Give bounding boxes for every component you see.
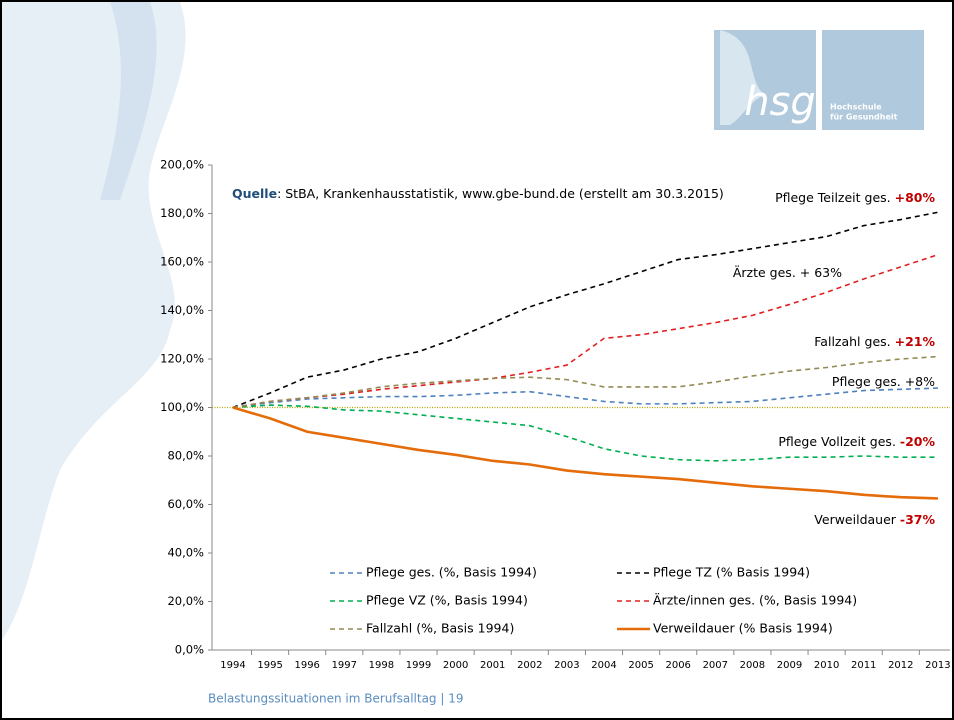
logo-line: für Gesundheit xyxy=(830,113,898,122)
x-tick-label: 2011 xyxy=(851,660,876,671)
annotation-text: Pflege ges. +8% xyxy=(832,374,935,389)
logo-line: Hochschule xyxy=(830,103,882,112)
y-tick-label: 0,0% xyxy=(175,643,204,657)
y-tick-label: 20,0% xyxy=(167,594,204,608)
source-label: Quelle xyxy=(232,186,277,201)
annotation-text: Pflege Vollzeit ges. xyxy=(778,434,900,449)
y-tick-label: 160,0% xyxy=(160,255,204,269)
x-tick-label: 2002 xyxy=(517,660,542,671)
legend-label: Pflege ges. (%, Basis 1994) xyxy=(366,565,537,580)
annotation-text: Ärzte ges. + 63% xyxy=(733,265,842,280)
x-tick-label: 2000 xyxy=(443,660,468,671)
y-tick-label: 120,0% xyxy=(160,352,204,366)
slide: hsg Hochschule für Gesundheit Belastungs… xyxy=(0,0,954,720)
legend-label: Pflege TZ (% Basis 1994) xyxy=(653,565,810,580)
annotation-highlight: +21% xyxy=(895,334,936,349)
x-tick-label: 1998 xyxy=(369,660,394,671)
annotation: Pflege Vollzeit ges. -20% xyxy=(778,434,935,449)
x-tick-label: 2005 xyxy=(628,660,653,671)
x-tick-label: 2006 xyxy=(665,660,690,671)
y-tick-label: 180,0% xyxy=(160,206,204,220)
annotation-text: Pflege Teilzeit ges. xyxy=(775,190,895,205)
x-tick-label: 2009 xyxy=(777,660,802,671)
annotation-highlight: -20% xyxy=(900,434,936,449)
annotation-text: Fallzahl ges. xyxy=(814,334,894,349)
x-tick-label: 2013 xyxy=(925,660,950,671)
y-tick-label: 60,0% xyxy=(167,497,204,511)
annotation: Pflege Teilzeit ges. +80% xyxy=(775,190,935,205)
logo-text: hsg xyxy=(744,79,816,125)
legend-label: Ärzte/innen ges. (%, Basis 1994) xyxy=(653,593,857,608)
y-tick-label: 40,0% xyxy=(167,546,204,560)
annotation: Pflege ges. +8% xyxy=(832,374,935,389)
x-tick-label: 2010 xyxy=(814,660,839,671)
y-tick-label: 80,0% xyxy=(167,449,204,463)
x-tick-label: 2001 xyxy=(480,660,505,671)
x-tick-label: 2003 xyxy=(554,660,579,671)
x-tick-label: 1996 xyxy=(294,660,319,671)
y-tick-label: 200,0% xyxy=(160,158,204,172)
x-tick-label: 2008 xyxy=(740,660,765,671)
source-text: : StBA, Krankenhausstatistik, www.gbe-bu… xyxy=(277,186,724,201)
x-tick-label: 1997 xyxy=(332,660,357,671)
annotation-highlight: +80% xyxy=(895,190,936,205)
x-tick-label: 1994 xyxy=(220,660,245,671)
x-tick-label: 2007 xyxy=(703,660,728,671)
annotation-highlight: -37% xyxy=(900,512,936,527)
footer: Belastungssituationen im Berufsalltag | … xyxy=(208,692,464,706)
legend-label: Pflege VZ (%, Basis 1994) xyxy=(366,593,528,608)
y-tick-label: 100,0% xyxy=(160,400,204,414)
annotation: Fallzahl ges. +21% xyxy=(814,334,935,349)
annotation: Verweildauer -37% xyxy=(814,512,935,527)
x-tick-label: 2012 xyxy=(888,660,913,671)
x-tick-label: 1999 xyxy=(406,660,431,671)
legend-label: Fallzahl (%, Basis 1994) xyxy=(366,621,514,636)
annotation: Ärzte ges. + 63% xyxy=(733,265,842,280)
x-tick-label: 1995 xyxy=(257,660,282,671)
annotation-text: Verweildauer xyxy=(814,512,900,527)
x-tick-label: 2004 xyxy=(591,660,616,671)
y-tick-label: 140,0% xyxy=(160,303,204,317)
legend-label: Verweildauer (% Basis 1994) xyxy=(653,621,833,636)
source: Quelle: StBA, Krankenhausstatistik, www.… xyxy=(232,186,724,201)
